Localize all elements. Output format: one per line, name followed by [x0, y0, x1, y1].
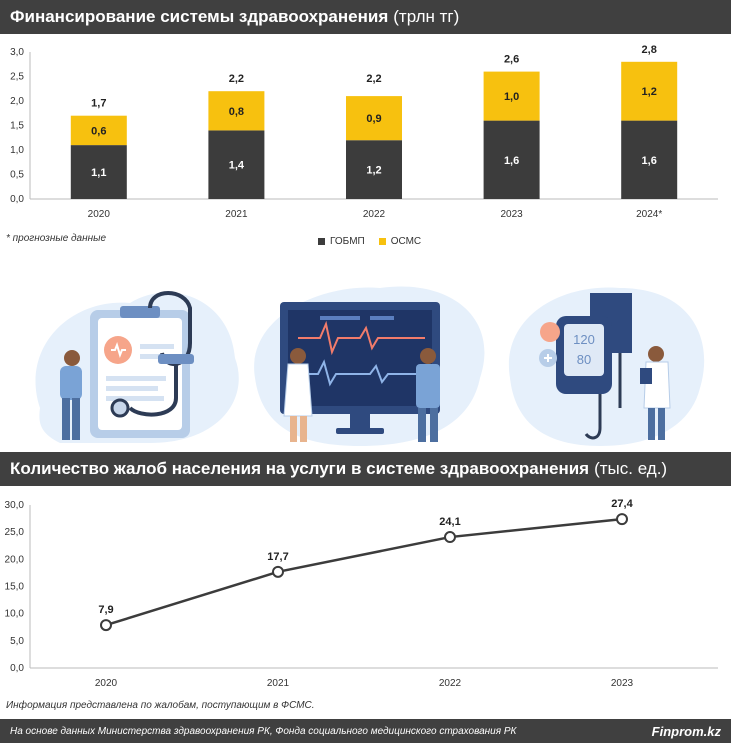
legend-swatch-osms [378, 238, 386, 245]
footer-brand: Finprom.kz [651, 723, 721, 739]
complaints-series-line [105, 517, 623, 627]
bar-segment-gobmp [621, 120, 678, 199]
bar-value-label: 1,1 [91, 167, 106, 179]
bar-segment-osms [483, 71, 540, 121]
data-point-label: 24,1 [439, 516, 460, 528]
bar-total-label: 2,8 [642, 44, 657, 56]
legend-label-osms: ОСМС [390, 236, 422, 247]
y-tick-label: 0,5 [10, 170, 24, 181]
data-point [272, 565, 284, 578]
bar-value-label: 1,0 [504, 91, 519, 103]
bar-segment-osms [621, 61, 678, 121]
x-tick-label: 2021 [225, 209, 248, 220]
y-tick-label: 15,0 [5, 582, 25, 593]
funding-chart-title: Финансирование системы здравоохранения [10, 7, 389, 26]
legend-swatch-gobmp [318, 238, 325, 245]
bar-value-label: 1,6 [504, 155, 519, 167]
legend-label-gobmp: ГОБМП [330, 236, 365, 247]
legend-item-gobmp: ГОБМП [318, 236, 365, 247]
funding-chart-header: Финансирование системы здравоохранения (… [0, 0, 731, 34]
funding-bar-chart: 0,0 0,5 1,0 1,5 2,0 2,5 3,0 1,1 0,6 1,7 2020 1,4 0,8… [10, 44, 718, 220]
complaints-line-chart: 0,0 5,0 10,0 15,0 20,0 25,0 30,0 7,9 2020 17,7 202… [5, 498, 718, 689]
complaints-chart-title: Количество жалоб населения на услуги в с… [10, 459, 590, 478]
bar-value-label: 0,9 [366, 113, 381, 125]
x-tick-label: 2022 [439, 678, 462, 689]
bp-bottom-value: 80 [577, 352, 591, 367]
complaints-chart-header: Количество жалоб населения на услуги в с… [0, 452, 731, 486]
data-point [100, 619, 112, 632]
y-tick-label: 1,5 [10, 121, 24, 132]
y-tick-label: 0,0 [10, 663, 24, 674]
monitor-illustration [254, 286, 485, 446]
x-tick-label: 2024* [636, 209, 662, 220]
data-point [444, 531, 456, 544]
y-tick-label: 30,0 [5, 500, 25, 511]
complaints-chart-unit: (тыс. ед.) [594, 459, 668, 478]
healthcare-illustration: 120 80 [0, 258, 731, 452]
bar-value-label: 1,6 [642, 155, 657, 167]
data-point [616, 513, 628, 526]
bar-value-label: 0,6 [91, 125, 106, 137]
bar-segment-osms [346, 96, 402, 141]
x-tick-label: 2020 [95, 678, 118, 689]
bar-value-label: 1,2 [366, 165, 381, 177]
bar-segment-gobmp [483, 120, 540, 199]
x-tick-label: 2023 [611, 678, 634, 689]
bar-total-label: 2,2 [366, 73, 381, 85]
x-tick-label: 2022 [363, 209, 386, 220]
y-tick-label: 2,0 [10, 96, 24, 107]
funding-chart-unit: (трлн тг) [393, 7, 460, 26]
y-tick-label: 25,0 [5, 527, 25, 538]
blood-pressure-illustration: 120 80 [508, 287, 705, 446]
y-tick-label: 5,0 [10, 636, 24, 647]
bp-top-value: 120 [573, 332, 595, 347]
y-tick-label: 3,0 [10, 47, 24, 58]
bar-value-label: 1,4 [229, 160, 245, 172]
x-tick-label: 2021 [267, 678, 290, 689]
y-tick-label: 1,0 [10, 145, 24, 156]
forecast-note: * прогнозные данные [6, 233, 107, 244]
bar-total-label: 2,6 [504, 54, 519, 66]
bar-segment-gobmp [346, 140, 402, 199]
bar-total-label: 2,2 [229, 73, 244, 85]
bar-segment-osms [70, 115, 127, 146]
bar-value-label: 1,2 [642, 86, 657, 98]
data-point-label: 17,7 [267, 551, 288, 563]
y-tick-label: 2,5 [10, 72, 24, 83]
data-point-label: 27,4 [611, 498, 633, 510]
bar-value-label: 0,8 [229, 106, 244, 118]
bar-segment-gobmp [70, 145, 127, 199]
legend-item-osms: ОСМС [378, 236, 422, 247]
y-tick-label: 20,0 [5, 554, 25, 565]
footer-source: На основе данных Министерства здравоохра… [10, 725, 517, 737]
bar-segment-gobmp [208, 130, 265, 199]
x-tick-label: 2023 [500, 209, 523, 220]
funding-legend: ГОБМП ОСМС [318, 236, 421, 247]
bar-segment-osms [208, 91, 265, 131]
footer: На основе данных Министерства здравоохра… [0, 719, 731, 743]
bar-total-label: 1,7 [91, 98, 106, 110]
x-tick-label: 2020 [88, 209, 111, 220]
complaints-note: Информация представлена по жалобам, пост… [6, 700, 315, 711]
y-tick-label: 10,0 [5, 609, 25, 620]
clipboard-illustration [35, 291, 239, 443]
data-point-label: 7,9 [98, 604, 113, 616]
y-tick-label: 0,0 [10, 194, 24, 205]
